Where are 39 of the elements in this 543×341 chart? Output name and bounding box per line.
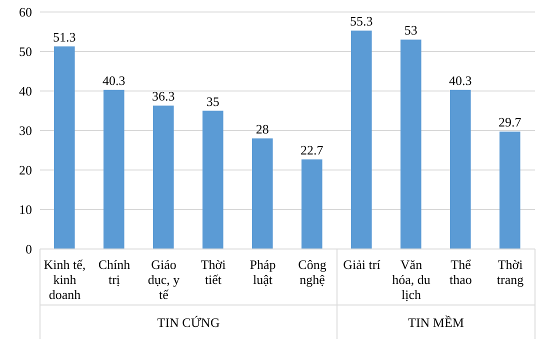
- data-label: 28: [256, 121, 269, 136]
- x-tick-label: Pháp luật: [250, 257, 276, 287]
- y-tick-label: 10: [19, 202, 32, 218]
- y-tick-label: 40: [19, 84, 32, 99]
- bar: [252, 138, 273, 249]
- x-tick-label: Thể thao: [450, 257, 472, 287]
- bar: [351, 30, 372, 249]
- bar: [302, 159, 322, 249]
- data-label: 53: [404, 22, 418, 38]
- y-tick-label: 50: [19, 44, 32, 60]
- y-tick-label: 20: [19, 162, 32, 178]
- data-label: 29.7: [498, 114, 522, 130]
- data-label: 22.7: [300, 142, 324, 158]
- y-tick-label: 60: [19, 4, 32, 20]
- x-tick-label: Giải trí: [343, 257, 381, 272]
- bar: [500, 132, 520, 249]
- bar: [202, 110, 224, 249]
- bar: [400, 40, 422, 249]
- data-label: 51.3: [53, 29, 76, 44]
- text: TIN CỨNG: [157, 315, 220, 330]
- bar: [153, 106, 174, 249]
- data-label: 55.3: [350, 14, 373, 29]
- x-tick-label: Thời tiết: [200, 257, 226, 287]
- x-tick-label: Công nghệ: [298, 257, 327, 287]
- x-tick-label: Thời trang: [496, 257, 524, 287]
- x-tick-label: Giáo dục, y tế: [148, 257, 180, 302]
- data-label: 40.3: [102, 72, 126, 88]
- y-tick-label: 0: [26, 242, 32, 257]
- x-tick-label: Văn hóa, du lịch: [392, 257, 431, 302]
- data-label: 35: [206, 94, 220, 109]
- bar: [104, 90, 124, 249]
- bar: [450, 90, 471, 249]
- data-label: 36.3: [152, 88, 175, 104]
- x-tick-label: Chính trị: [98, 257, 131, 287]
- y-tick-label: 30: [19, 123, 32, 138]
- data-label: 40.3: [449, 72, 472, 88]
- bar: [54, 46, 75, 249]
- text: TIN MỀM: [408, 315, 464, 330]
- x-tick-label: Kinh tế, kinh doanh: [44, 257, 86, 302]
